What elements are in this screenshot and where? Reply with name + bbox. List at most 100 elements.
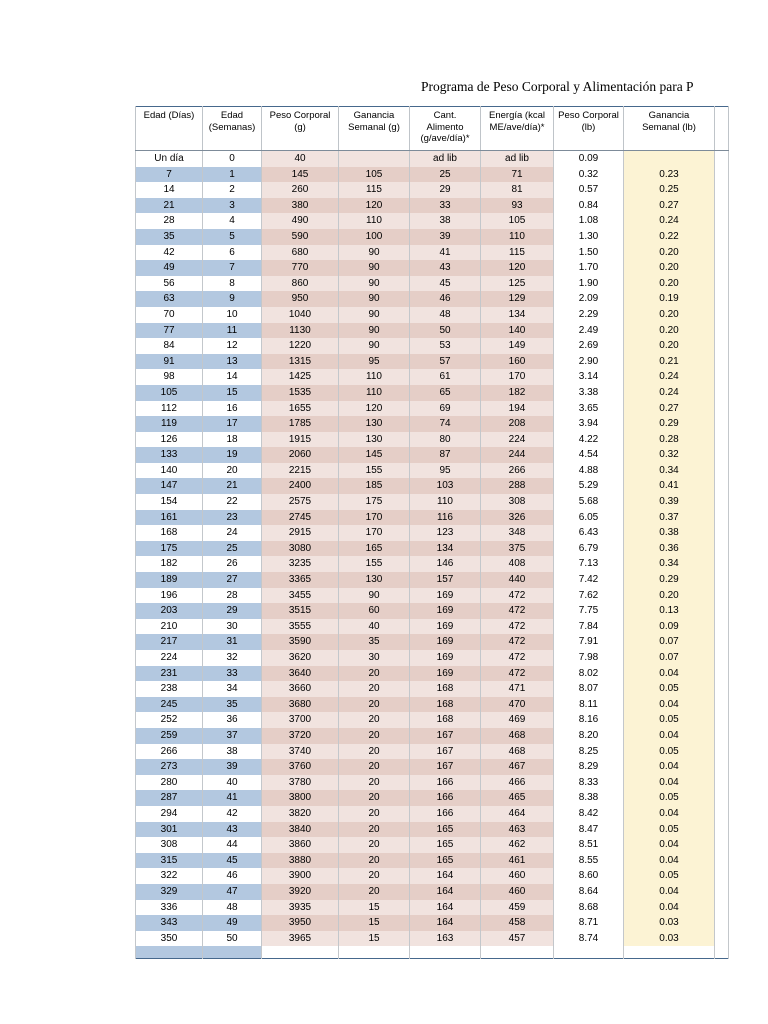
- cell-spacer: [714, 306, 729, 323]
- cell-ganancia-semanal-lb: 0.19: [623, 291, 715, 307]
- cell-peso-corporal-g: 2400: [261, 478, 339, 495]
- cell-ganancia-semanal-lb: [623, 946, 715, 959]
- cell-edad-semanas: 36: [202, 712, 262, 728]
- cell-ganancia-semanal-lb: 0.04: [623, 883, 715, 900]
- table-row: 315 45 3880 20 165 461 8.55 0.04: [135, 852, 729, 869]
- cell-cant-alimento: 165: [409, 837, 481, 853]
- cell-edad-dias: 210: [135, 618, 203, 635]
- cell-cant-alimento: 46: [409, 291, 481, 307]
- table-row: 105 15 1535 110 65 182 3.38 0.24: [135, 384, 729, 401]
- cell-spacer: [714, 213, 729, 229]
- cell-spacer: [714, 805, 729, 822]
- cell-energia: 105: [480, 213, 554, 229]
- cell-peso-corporal-lb: 8.71: [553, 915, 624, 931]
- cell-spacer: [714, 774, 729, 791]
- cell-ganancia-semanal-g: 115: [338, 182, 410, 198]
- cell-peso-corporal-lb: 4.22: [553, 431, 624, 448]
- cell-spacer: [714, 634, 729, 650]
- cell-energia: 472: [480, 587, 554, 604]
- table-row: 140 20 2215 155 95 266 4.88 0.34: [135, 462, 729, 479]
- cell-edad-dias: Un día: [135, 150, 203, 167]
- cell-edad-semanas: 25: [202, 540, 262, 557]
- cell-energia: 326: [480, 509, 554, 526]
- table-row: 252 36 3700 20 168 469 8.16 0.05: [135, 712, 729, 728]
- cell-cant-alimento: 39: [409, 228, 481, 245]
- cell-edad-semanas: 40: [202, 774, 262, 791]
- cell-edad-semanas: 42: [202, 805, 262, 822]
- cell-spacer: [714, 712, 729, 728]
- cell-ganancia-semanal-lb: 0.20: [623, 322, 715, 339]
- cell-peso-corporal-lb: 1.50: [553, 244, 624, 261]
- cell-edad-semanas: 12: [202, 338, 262, 354]
- cell-ganancia-semanal-lb: 0.29: [623, 572, 715, 588]
- cell-energia: 468: [480, 727, 554, 744]
- cell-peso-corporal-g: 3740: [261, 743, 339, 760]
- cell-energia: 348: [480, 525, 554, 541]
- cell-ganancia-semanal-g: 20: [338, 805, 410, 822]
- cell-energia: 244: [480, 447, 554, 463]
- cell-ganancia-semanal-g: 110: [338, 213, 410, 229]
- cell-cant-alimento: 166: [409, 790, 481, 806]
- cell-cant-alimento: 164: [409, 915, 481, 931]
- cell-cant-alimento: 164: [409, 868, 481, 884]
- cell-ganancia-semanal-lb: 0.34: [623, 556, 715, 573]
- cell-energia: 149: [480, 338, 554, 354]
- cell-ganancia-semanal-g: 90: [338, 322, 410, 339]
- column-header-peso-corporal-lb: Peso Corporal (lb): [553, 106, 624, 151]
- cell-peso-corporal-g: 1655: [261, 400, 339, 417]
- cell-peso-corporal-g: 3235: [261, 556, 339, 573]
- cell-peso-corporal-lb: 7.62: [553, 587, 624, 604]
- cell-energia: 462: [480, 837, 554, 853]
- cell-edad-semanas: 30: [202, 618, 262, 635]
- cell-peso-corporal-lb: 3.14: [553, 369, 624, 385]
- cell-cant-alimento: 168: [409, 681, 481, 697]
- cell-edad-semanas: 13: [202, 353, 262, 370]
- cell-peso-corporal-lb: 1.70: [553, 260, 624, 276]
- cell-ganancia-semanal-lb: 0.20: [623, 338, 715, 354]
- cell-peso-corporal-g: 1220: [261, 338, 339, 354]
- cell-edad-dias: 273: [135, 759, 203, 775]
- cell-edad-dias: 14: [135, 182, 203, 198]
- cell-ganancia-semanal-g: 90: [338, 260, 410, 276]
- table-row: 35 5 590 100 39 110 1.30 0.22: [135, 228, 729, 245]
- cell-edad-semanas: 5: [202, 228, 262, 245]
- cell-ganancia-semanal-g: 20: [338, 868, 410, 884]
- cell-ganancia-semanal-g: 170: [338, 525, 410, 541]
- cell-energia: 471: [480, 681, 554, 697]
- cell-peso-corporal-lb: 0.09: [553, 150, 624, 167]
- cell-energia: 460: [480, 883, 554, 900]
- cell-spacer: [714, 369, 729, 385]
- cell-edad-semanas: 29: [202, 603, 262, 619]
- cell-edad-semanas: 27: [202, 572, 262, 588]
- cell-peso-corporal-lb: 4.54: [553, 447, 624, 463]
- cell-peso-corporal-g: 1535: [261, 384, 339, 401]
- cell-peso-corporal-lb: 4.88: [553, 462, 624, 479]
- cell-ganancia-semanal-lb: 0.20: [623, 260, 715, 276]
- cell-cant-alimento: 167: [409, 743, 481, 760]
- cell-cant-alimento: 25: [409, 166, 481, 183]
- cell-ganancia-semanal-g: 15: [338, 899, 410, 916]
- cell-edad-semanas: 19: [202, 447, 262, 463]
- cell-peso-corporal-lb: 8.47: [553, 821, 624, 838]
- cell-peso-corporal-g: 950: [261, 291, 339, 307]
- cell-ganancia-semanal-lb: 0.03: [623, 915, 715, 931]
- cell-spacer: [714, 260, 729, 276]
- cell-energia: 459: [480, 899, 554, 916]
- cell-spacer: [714, 930, 729, 947]
- cell-edad-dias: 140: [135, 462, 203, 479]
- cell-edad-dias: 49: [135, 260, 203, 276]
- cell-cant-alimento: 166: [409, 774, 481, 791]
- cell-cant-alimento: 87: [409, 447, 481, 463]
- cell-energia: 472: [480, 665, 554, 682]
- table-row: 231 33 3640 20 169 472 8.02 0.04: [135, 665, 729, 682]
- cell-edad-semanas: 45: [202, 852, 262, 869]
- cell-peso-corporal-g: 380: [261, 197, 339, 214]
- cell-peso-corporal-g: 3935: [261, 899, 339, 916]
- cell-ganancia-semanal-lb: 0.04: [623, 774, 715, 791]
- cell-peso-corporal-g: 3080: [261, 540, 339, 557]
- cell-edad-semanas: 50: [202, 930, 262, 947]
- cell-cant-alimento: 167: [409, 759, 481, 775]
- cell-ganancia-semanal-lb: 0.13: [623, 603, 715, 619]
- cell-cant-alimento: 123: [409, 525, 481, 541]
- cell-edad-semanas: 1: [202, 166, 262, 183]
